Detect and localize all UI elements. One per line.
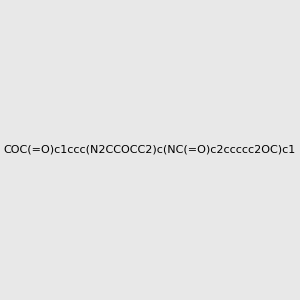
Text: COC(=O)c1ccc(N2CCOCC2)c(NC(=O)c2ccccc2OC)c1: COC(=O)c1ccc(N2CCOCC2)c(NC(=O)c2ccccc2OC… bbox=[4, 145, 296, 155]
